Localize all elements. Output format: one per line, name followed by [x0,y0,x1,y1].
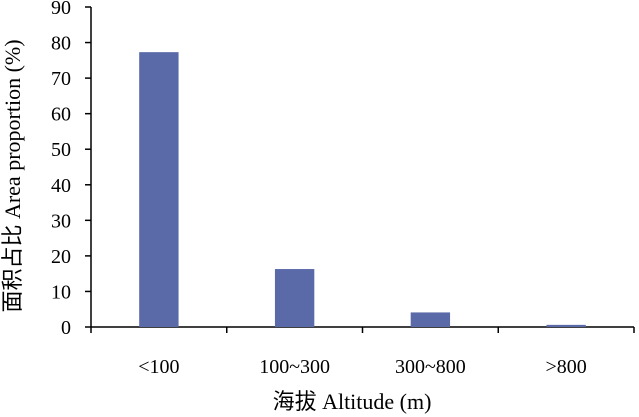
y-tick-label: 20 [51,246,71,268]
y-tick-label: 70 [51,68,71,90]
y-tick-label: 90 [51,0,71,19]
x-tick-label: 300~800 [395,356,466,378]
x-axis: <100 100~300 300~800 >800 [90,326,635,378]
y-tick-label: 0 [61,317,71,339]
y-tick-label: 80 [51,33,71,55]
y-tick-label: 50 [51,139,71,161]
y-tick-label: 60 [51,104,71,126]
x-tick-label: >800 [545,356,586,378]
bar [546,324,586,327]
x-axis-title: 海拔 Altitude (m) [273,389,432,414]
bar [274,269,315,327]
bars [139,52,586,328]
y-tick-label: 10 [51,281,71,303]
y-tick-label: 40 [51,175,71,197]
bar [139,52,179,328]
y-axis: 0 10 20 30 40 50 60 70 80 90 [51,0,92,339]
y-tick-label: 30 [51,210,71,232]
y-axis-title: 面积占比 Area proportion (%) [0,39,25,312]
x-tick-label: <100 [138,356,179,378]
bar [410,312,451,327]
x-tick-label: 100~300 [259,356,330,378]
